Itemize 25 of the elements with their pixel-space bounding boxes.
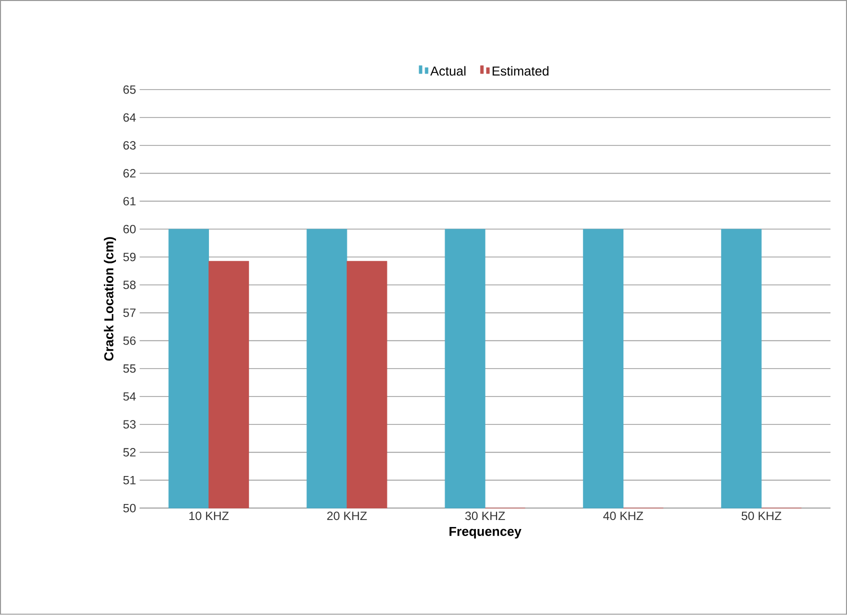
y-tick-label: 51 <box>123 476 136 484</box>
x-tick-label: 50 KHZ <box>742 512 782 520</box>
y-tick-label: 55 <box>123 364 136 373</box>
y-tick-label: 53 <box>123 420 136 429</box>
y-tick-label: 62 <box>123 169 136 178</box>
y-tick-label: 59 <box>123 252 136 262</box>
y-tick-label: 54 <box>123 392 136 401</box>
x-axis-title: Frequencey <box>450 527 522 539</box>
x-tick-label: 30 KHZ <box>465 512 505 520</box>
legend-label: Actual <box>430 66 466 76</box>
y-tick-label: 56 <box>123 336 136 346</box>
y-tick-label: 65 <box>123 86 136 94</box>
y-tick-label: 60 <box>123 225 136 234</box>
x-tick-label: 10 KHZ <box>189 512 229 520</box>
y-tick-label: 50 <box>123 504 136 512</box>
y-tick-label: 63 <box>123 141 136 150</box>
y-tick-label: 58 <box>123 280 136 290</box>
y-tick-label: 52 <box>123 448 136 457</box>
x-tick-label: 20 KHZ <box>327 512 367 520</box>
legend-label: Estimated <box>492 66 548 76</box>
x-tick-label: 40 KHZ <box>603 512 644 520</box>
y-axis-title: Crack Location (cm) <box>104 237 116 361</box>
y-tick-label: 61 <box>123 197 136 206</box>
y-tick-label: 57 <box>123 308 136 318</box>
y-tick-label: 64 <box>123 113 136 122</box>
